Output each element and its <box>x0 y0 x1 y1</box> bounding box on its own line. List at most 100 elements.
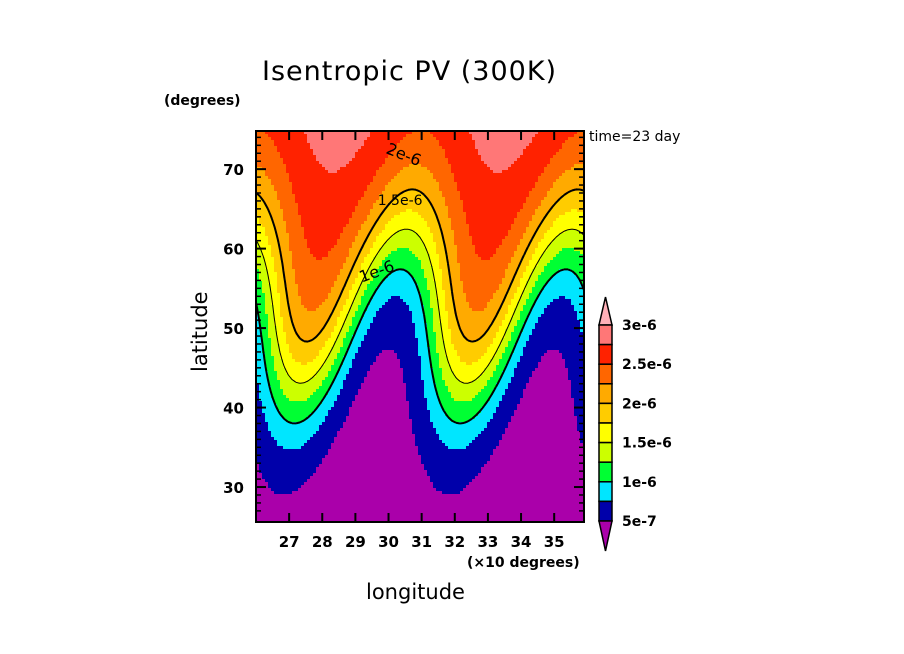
field-cell <box>274 485 278 489</box>
field-cell <box>310 269 314 273</box>
field-cell <box>343 254 347 258</box>
field-cell <box>316 440 320 444</box>
field-cell <box>304 464 308 468</box>
field-cell <box>259 245 263 249</box>
field-cell <box>277 224 281 228</box>
field-cell <box>277 302 281 306</box>
field-cell <box>331 296 335 300</box>
field-cell <box>265 179 269 183</box>
field-cell <box>256 371 260 375</box>
field-cell <box>316 506 320 510</box>
field-cell <box>346 503 350 507</box>
field-cell <box>364 446 368 450</box>
field-cell <box>301 314 305 318</box>
field-cell <box>265 500 269 504</box>
field-cell <box>301 452 305 456</box>
field-cell <box>256 491 260 495</box>
field-cell <box>352 143 356 147</box>
field-cell <box>352 176 356 180</box>
field-cell <box>361 329 365 333</box>
field-cell <box>277 320 281 324</box>
field-cell <box>334 407 338 411</box>
field-cell <box>316 299 320 303</box>
field-cell <box>298 509 302 513</box>
field-cell <box>280 221 284 225</box>
field-cell <box>331 278 335 282</box>
field-cell <box>313 317 317 321</box>
field-cell <box>301 386 305 390</box>
field-cell <box>286 392 290 396</box>
field-cell <box>355 443 359 447</box>
field-cell <box>271 335 275 339</box>
field-cell <box>277 248 281 252</box>
field-cell <box>283 185 287 189</box>
field-cell <box>259 296 263 300</box>
field-cell <box>295 293 299 297</box>
field-cell <box>280 161 284 165</box>
field-cell <box>325 185 329 189</box>
field-cell <box>340 419 344 423</box>
field-cell <box>298 269 302 273</box>
field-cell <box>364 173 368 177</box>
field-cell <box>304 272 308 276</box>
field-cell <box>337 398 341 402</box>
field-cell <box>325 137 329 141</box>
field-cell <box>349 467 353 471</box>
field-cell <box>367 446 371 450</box>
field-cell <box>331 152 335 156</box>
field-cell <box>295 140 299 144</box>
field-cell <box>358 137 362 141</box>
field-cell <box>256 416 260 420</box>
field-cell <box>292 227 296 231</box>
field-cell <box>367 188 371 192</box>
field-cell <box>289 401 293 405</box>
field-cell <box>361 170 365 174</box>
field-cell <box>355 311 359 315</box>
field-cell <box>334 290 338 294</box>
field-cell <box>286 227 290 231</box>
field-cell <box>274 185 278 189</box>
field-cell <box>349 143 353 147</box>
field-cell <box>340 248 344 252</box>
field-cell <box>268 401 272 405</box>
field-cell <box>337 227 341 231</box>
field-cell <box>313 413 317 417</box>
field-cell <box>364 269 368 273</box>
field-cell <box>316 383 320 387</box>
field-cell <box>337 413 341 417</box>
field-cell <box>292 191 296 195</box>
field-cell <box>268 221 272 225</box>
field-cell <box>319 326 323 330</box>
field-cell <box>271 248 275 252</box>
field-cell <box>277 251 281 255</box>
field-cell <box>271 233 275 237</box>
field-cell <box>259 347 263 351</box>
field-cell <box>280 440 284 444</box>
field-cell <box>340 392 344 396</box>
field-cell <box>340 374 344 378</box>
field-cell <box>328 242 332 246</box>
field-cell <box>328 341 332 345</box>
field-cell <box>301 239 305 243</box>
field-cell <box>364 344 368 348</box>
field-cell <box>340 230 344 234</box>
field-cell <box>283 215 287 219</box>
field-cell <box>340 269 344 273</box>
field-cell <box>307 281 311 285</box>
field-cell <box>313 308 317 312</box>
field-cell <box>262 149 266 153</box>
field-cell <box>340 455 344 459</box>
field-cell <box>301 365 305 369</box>
field-cell <box>265 404 269 408</box>
field-cell <box>343 146 347 150</box>
field-cell <box>262 287 266 291</box>
field-cell <box>364 332 368 336</box>
field-cell <box>340 473 344 477</box>
field-cell <box>334 356 338 360</box>
field-cell <box>319 395 323 399</box>
field-cell <box>337 254 341 258</box>
field-cell <box>352 164 356 168</box>
field-cell <box>349 230 353 234</box>
field-cell <box>352 251 356 255</box>
field-cell <box>262 473 266 477</box>
